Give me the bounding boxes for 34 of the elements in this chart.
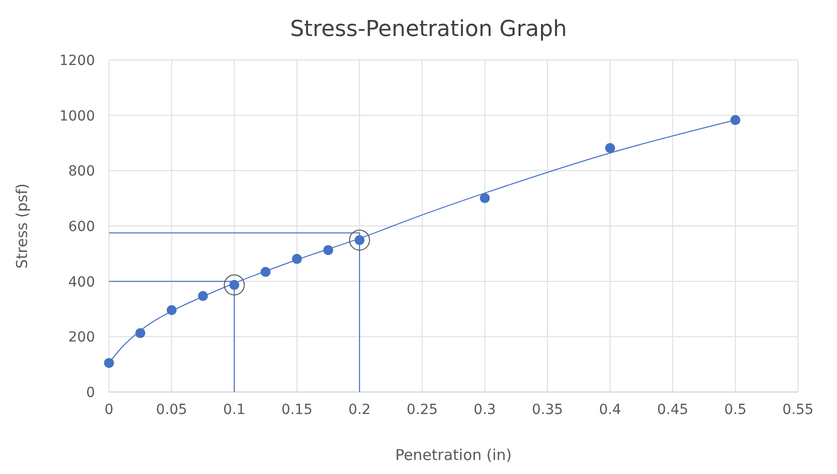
x-tick-label: 0.4 xyxy=(598,402,622,418)
point xyxy=(135,328,146,338)
x-tick-label: 0.35 xyxy=(532,402,564,418)
x-tick-label: 0.15 xyxy=(281,402,312,418)
x-tick-label: 0.2 xyxy=(348,402,371,418)
x-axis-title: Penetration (in) xyxy=(395,446,512,464)
point xyxy=(224,274,245,296)
point xyxy=(480,193,490,204)
x-tick-label: 0 xyxy=(104,402,114,418)
y-axis-title: Stress (psf) xyxy=(13,183,31,269)
x-tick-label: 0.1 xyxy=(223,402,246,418)
point xyxy=(166,305,177,316)
x-tick-label: 0.55 xyxy=(782,402,814,418)
point xyxy=(605,142,616,153)
point xyxy=(292,254,302,264)
y-tick-label: 400 xyxy=(68,274,95,290)
point xyxy=(260,266,271,277)
point xyxy=(730,115,740,126)
x-tick-label: 0.5 xyxy=(724,402,746,418)
x-tick-label: 0.25 xyxy=(406,402,438,418)
point xyxy=(198,290,208,301)
point xyxy=(323,245,334,256)
x-tick-label: 0.45 xyxy=(657,402,688,418)
y-tick-label: 800 xyxy=(68,164,95,180)
point xyxy=(349,230,370,251)
chart-title: Stress-Penetration Graph xyxy=(290,17,567,42)
y-tick-label: 1000 xyxy=(59,108,95,124)
point xyxy=(104,358,114,368)
x-tick-label: 0.05 xyxy=(156,402,188,418)
y-tick-label: 1200 xyxy=(59,53,95,69)
y-tick-label: 600 xyxy=(68,219,95,235)
y-tick-label: 0 xyxy=(86,385,95,401)
y-tick-label: 200 xyxy=(68,330,95,346)
x-tick-label: 0.3 xyxy=(474,402,496,418)
